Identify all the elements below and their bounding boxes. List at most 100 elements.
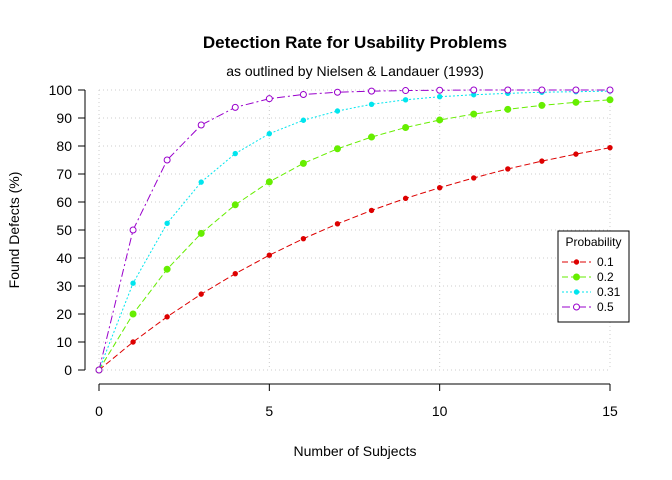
axes	[84, 90, 610, 385]
data-point	[164, 314, 170, 320]
series	[95, 86, 614, 374]
data-point	[164, 220, 170, 226]
x-tick-label: 5	[265, 403, 273, 419]
data-point	[505, 166, 511, 172]
data-point	[573, 151, 579, 157]
series-line	[98, 89, 610, 371]
data-point	[436, 86, 444, 94]
y-tick-label: 100	[49, 82, 73, 98]
legend-title: Probability	[565, 235, 621, 249]
data-point	[436, 116, 444, 124]
data-point	[402, 195, 409, 202]
data-point	[129, 226, 137, 234]
data-point	[572, 98, 580, 106]
data-point	[333, 88, 341, 96]
data-point	[368, 133, 376, 141]
series-line	[98, 99, 611, 371]
legend-label: 0.31	[597, 285, 621, 299]
x-tick-label: 15	[602, 403, 618, 419]
y-tick-label: 10	[56, 334, 72, 350]
data-point	[607, 144, 613, 151]
data-point	[198, 291, 204, 297]
legend-marker	[573, 303, 580, 311]
legend-label: 0.1	[597, 255, 614, 269]
legend-item: 0.1	[562, 255, 614, 269]
data-point	[130, 280, 136, 286]
data-point	[436, 185, 443, 191]
chart-title: Detection Rate for Usability Problems	[203, 33, 507, 52]
data-point	[265, 178, 273, 186]
data-point	[299, 159, 307, 167]
legend-item: 0.5	[562, 300, 614, 314]
data-point	[163, 265, 171, 273]
data-point	[504, 105, 512, 113]
data-point	[299, 90, 307, 98]
y-tick-label: 50	[56, 222, 72, 238]
legend-marker	[573, 273, 580, 281]
data-point	[163, 156, 171, 164]
data-point	[130, 339, 136, 345]
y-tick-label: 60	[56, 194, 72, 210]
data-point	[538, 101, 546, 109]
series-0-1	[96, 144, 613, 373]
series-0-5	[95, 86, 614, 374]
data-point	[334, 108, 341, 114]
data-point	[538, 86, 546, 94]
data-point	[197, 229, 205, 237]
y-axis-label: Found Defects (%)	[6, 172, 22, 289]
data-point	[129, 310, 137, 318]
legend: Probability 0.10.20.310.5	[557, 230, 630, 323]
chart-subtitle: as outlined by Nielsen & Landauer (1993)	[226, 63, 484, 79]
legend-items: 0.10.20.310.5	[562, 255, 621, 314]
y-tick-label: 30	[56, 278, 72, 294]
data-point	[95, 366, 103, 374]
series-0-31	[96, 88, 613, 373]
data-point	[197, 121, 205, 129]
data-point	[300, 117, 307, 123]
grid	[98, 89, 611, 371]
data-point	[232, 270, 238, 277]
data-point	[232, 150, 238, 157]
data-point	[334, 221, 341, 227]
data-point	[300, 235, 307, 242]
data-point	[368, 207, 375, 214]
data-point	[402, 124, 410, 132]
x-tick-label: 0	[95, 403, 103, 419]
data-point	[504, 86, 512, 94]
legend-marker	[573, 259, 580, 265]
y-tick-label: 70	[56, 166, 72, 182]
data-point	[231, 201, 239, 209]
y-tick-label: 40	[56, 250, 72, 266]
legend-item: 0.2	[562, 270, 614, 284]
data-point	[402, 87, 410, 95]
series-line	[98, 147, 611, 371]
data-point	[231, 103, 239, 111]
data-point	[198, 179, 204, 185]
data-point	[266, 130, 273, 137]
data-point	[368, 87, 376, 95]
data-point	[606, 86, 614, 94]
data-point	[539, 158, 545, 164]
series-0-2	[95, 96, 614, 374]
data-point	[471, 175, 477, 181]
y-tick-label: 90	[56, 110, 72, 126]
legend-label: 0.2	[597, 270, 614, 284]
data-point	[333, 145, 341, 153]
data-point	[266, 252, 273, 258]
data-point	[402, 97, 409, 103]
data-point	[368, 101, 375, 107]
y-tick-label: 20	[56, 306, 72, 322]
legend-label: 0.5	[597, 300, 614, 314]
data-point	[572, 86, 580, 94]
data-point	[470, 86, 478, 94]
x-axis-label: Number of Subjects	[294, 443, 417, 459]
data-point	[436, 94, 443, 100]
legend-marker	[573, 289, 580, 295]
y-tick-label: 0	[64, 362, 72, 378]
x-tick-label: 10	[432, 403, 448, 419]
legend-item: 0.31	[562, 285, 621, 299]
data-point	[470, 110, 478, 118]
data-point	[606, 96, 614, 104]
data-point	[265, 95, 273, 103]
